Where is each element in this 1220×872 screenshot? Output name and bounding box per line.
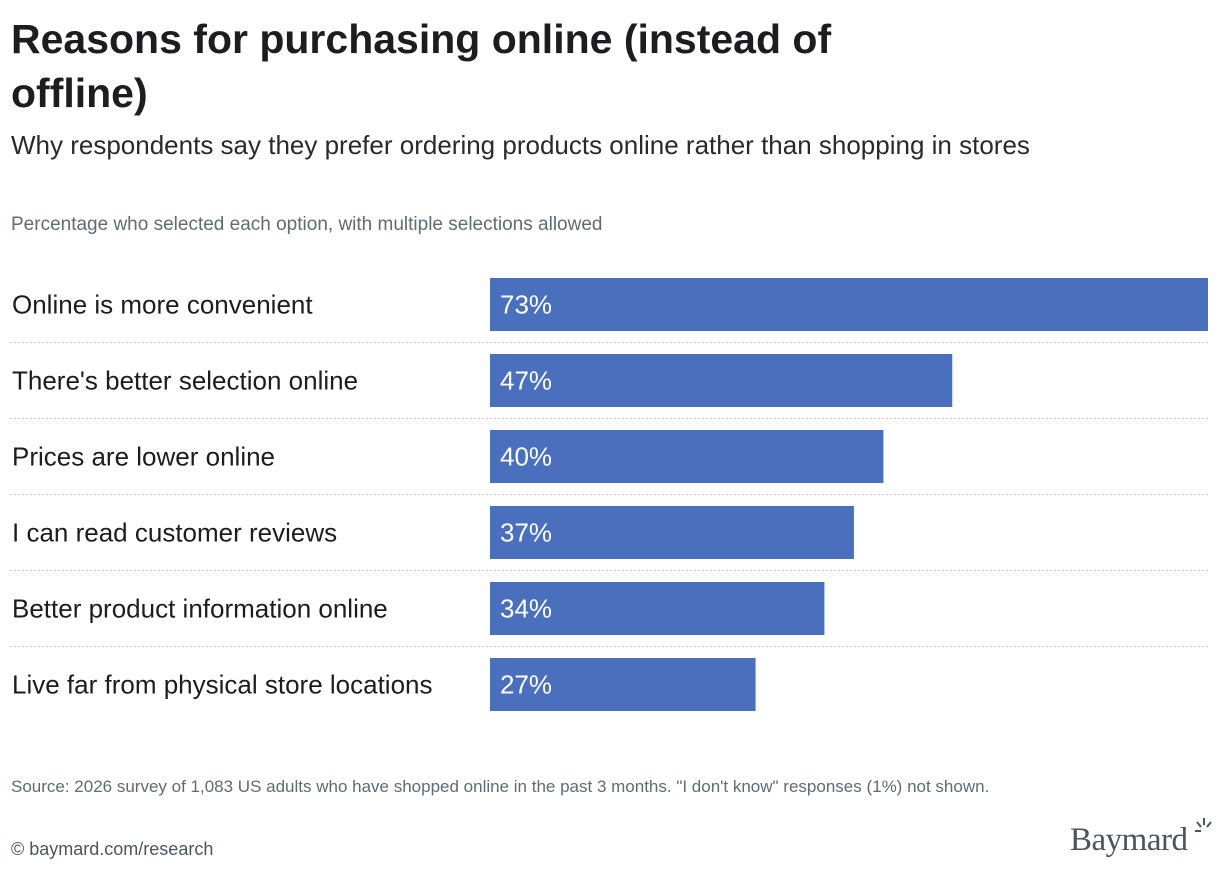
bar	[490, 582, 825, 635]
category-label: Live far from physical store locations	[12, 670, 433, 700]
category-label: I can read customer reviews	[12, 518, 337, 548]
bar	[490, 506, 854, 559]
chart-title: Reasons for purchasing online (instead o…	[11, 16, 832, 116]
bar	[490, 354, 953, 407]
bar-value-label: 34%	[500, 594, 552, 624]
bar	[490, 278, 1208, 331]
bar-value-label: 47%	[500, 366, 552, 396]
chart-subtitle: Why respondents say they prefer ordering…	[11, 130, 1030, 160]
credit-link[interactable]: © baymard.com/research	[11, 839, 214, 859]
baymard-logo: Baymard	[1070, 816, 1212, 862]
baymard-sparkle-icon	[1195, 818, 1212, 832]
category-label: Better product information online	[12, 594, 388, 624]
chart-note: Percentage who selected each option, wit…	[11, 214, 603, 235]
logo-wordmark: Baymard	[1070, 822, 1188, 858]
category-label: Prices are lower online	[12, 442, 275, 472]
category-label: There's better selection online	[12, 366, 358, 396]
bar-value-label: 40%	[500, 442, 552, 472]
bar	[490, 658, 756, 711]
category-label: Online is more convenient	[12, 290, 313, 320]
bar-value-label: 27%	[500, 670, 552, 700]
bar	[490, 430, 884, 483]
source-note: Source: 2026 survey of 1,083 US adults w…	[11, 777, 990, 796]
bar-chart: Online is more convenient 73% There's bett…	[10, 278, 1208, 711]
bar-value-label: 37%	[500, 518, 552, 548]
bar-value-label: 73%	[500, 290, 552, 320]
